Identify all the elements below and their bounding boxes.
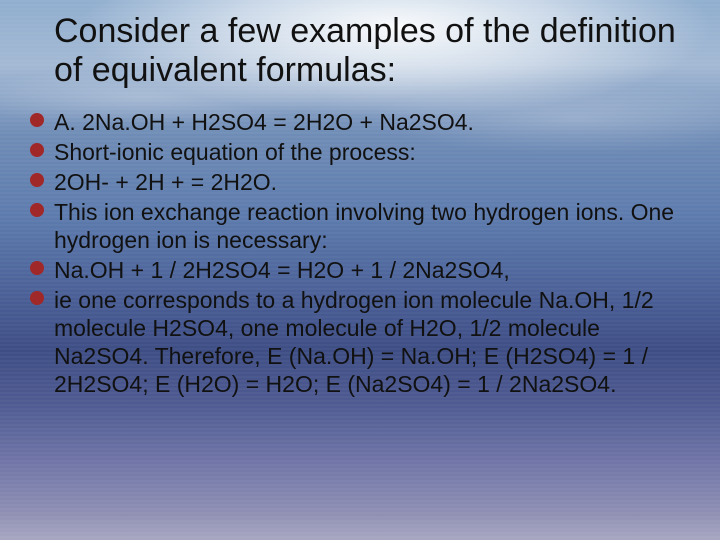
slide-title: Consider a few examples of the definitio… xyxy=(54,12,680,90)
bullet-text: Short-ionic equation of the process: xyxy=(54,138,692,166)
slide: Consider a few examples of the definitio… xyxy=(0,0,720,540)
bullet-icon xyxy=(30,203,44,217)
bullet-text: This ion exchange reaction involving two… xyxy=(54,198,692,254)
bullet-item: Short-ionic equation of the process: xyxy=(24,138,692,166)
bullet-text: ie one corresponds to a hydrogen ion mol… xyxy=(54,286,692,398)
bullet-icon xyxy=(30,113,44,127)
bullet-icon xyxy=(30,261,44,275)
bullet-item: A. 2Na.OH + H2SO4 = 2H2O + Na2SO4. xyxy=(24,108,692,136)
bullet-item: This ion exchange reaction involving two… xyxy=(24,198,692,254)
bullet-icon xyxy=(30,173,44,187)
bullet-text: Na.OH + 1 / 2H2SO4 = H2O + 1 / 2Na2SO4, xyxy=(54,256,692,284)
bullet-icon xyxy=(30,143,44,157)
bullet-item: Na.OH + 1 / 2H2SO4 = H2O + 1 / 2Na2SO4, xyxy=(24,256,692,284)
bullet-text: 2OH- + 2H + = 2H2O. xyxy=(54,168,692,196)
bullet-item: ie one corresponds to a hydrogen ion mol… xyxy=(24,286,692,398)
bullet-item: 2OH- + 2H + = 2H2O. xyxy=(24,168,692,196)
bullet-icon xyxy=(30,291,44,305)
slide-body: A. 2Na.OH + H2SO4 = 2H2O + Na2SO4. Short… xyxy=(24,108,692,400)
bullet-text: A. 2Na.OH + H2SO4 = 2H2O + Na2SO4. xyxy=(54,108,692,136)
